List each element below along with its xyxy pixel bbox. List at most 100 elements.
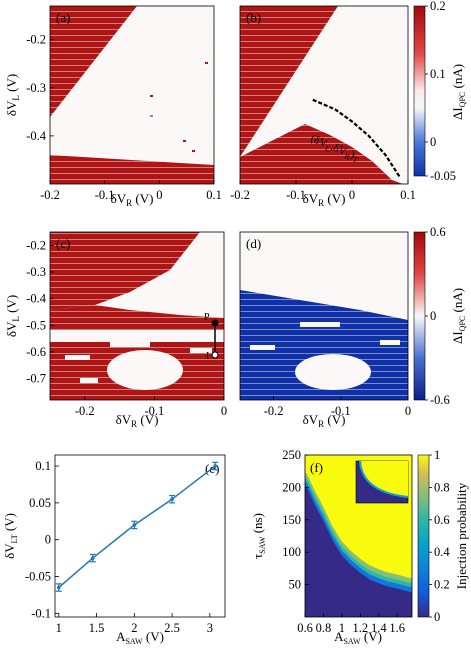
xlabel-c: δVR (V) bbox=[116, 412, 159, 429]
heatmap-a bbox=[50, 6, 214, 184]
ytick-label-c-5: -0.7 bbox=[26, 372, 46, 386]
xtick-label-a-3: 0.1 bbox=[206, 188, 222, 202]
ytick-label-e-1: 0.05 bbox=[29, 496, 51, 510]
cbtick-label-f-2: 0.6 bbox=[434, 513, 450, 527]
xtick-label-e-1: 1.5 bbox=[89, 621, 105, 635]
xtick-label-e-4: 3 bbox=[207, 621, 213, 635]
xtick-label-c-0: -0.2 bbox=[75, 404, 95, 418]
panel-label-f: (f) bbox=[310, 460, 323, 475]
heatmap-d-scanlines bbox=[240, 232, 408, 400]
ytick-label-f-2: 150 bbox=[282, 513, 301, 527]
series-e bbox=[55, 461, 219, 592]
axes-c-frame bbox=[49, 231, 225, 401]
marker-p-c bbox=[211, 319, 219, 327]
xtick-label-a-2: 0 bbox=[156, 188, 162, 202]
axes-e-frame bbox=[54, 454, 226, 618]
xtick-label-f-1: 0.8 bbox=[316, 621, 332, 635]
heatmap-f-low-region bbox=[305, 487, 412, 617]
colorbar-d-ticks: 0.6 0 -0.6 bbox=[425, 225, 450, 407]
xtick-label-d-2: 0 bbox=[405, 404, 411, 418]
xtick-label-f-5: 1.6 bbox=[389, 621, 405, 635]
panel-c: (c) P I -0.2 -0.1 0-0.2-0.3-0.4-0.5-0.6-0.… bbox=[4, 231, 227, 429]
xtick-label-a-0: -0.2 bbox=[40, 188, 60, 202]
ytick-label-c-4: -0.6 bbox=[26, 345, 46, 359]
point-e-0 bbox=[56, 585, 61, 590]
marker-p-label: P bbox=[204, 312, 210, 323]
axes-b-frame bbox=[239, 5, 409, 185]
heatmap-b bbox=[240, 6, 408, 184]
colorbar-b-ticks: 0.2 0.1 0 -0.05 bbox=[425, 0, 456, 183]
point-e-1 bbox=[90, 556, 95, 560]
heatmap-a-noise bbox=[150, 62, 208, 152]
xtick-label-d-0: -0.2 bbox=[264, 404, 284, 418]
cbtick-label-f-4: 0.2 bbox=[434, 578, 450, 592]
cbtick-label-b-3: -0.05 bbox=[430, 169, 456, 183]
heatmap-c-scanlines bbox=[50, 232, 224, 400]
xtick-label-c-1: -0.1 bbox=[145, 404, 165, 418]
heatmap-b-scanlines bbox=[240, 6, 408, 184]
panel-a: (a) -0.2 -0.1 0 0.1 -0.2 -0.3 -0.4 δVR (V) δVL… bbox=[4, 5, 222, 208]
cbtick-label-f-1: 0.8 bbox=[434, 480, 450, 494]
ytick-label-e-3: -0.05 bbox=[25, 570, 51, 584]
point-e-2 bbox=[132, 523, 137, 527]
xtick-label-f-2: 1 bbox=[339, 621, 345, 635]
ytick-label-a-1: -0.3 bbox=[26, 81, 46, 95]
inset-f-high-region bbox=[360, 461, 408, 497]
inset-f-edge bbox=[359, 460, 409, 498]
axes-c-ticks: -0.2 -0.1 0 -0.2 -0.3 -0.4 -0.5 -0.6 -0.7 bbox=[26, 238, 227, 418]
marker-i-label: I bbox=[206, 351, 209, 362]
panel-d: (d) -0.2 -0.1 0 δVR (V) 0.6 0 -0.6 ΔIQPC (nA… bbox=[239, 225, 467, 429]
point-e-3 bbox=[170, 497, 174, 501]
xtick-label-e-0: 1 bbox=[56, 621, 62, 635]
xtick-label-f-0: 0.6 bbox=[297, 621, 313, 635]
ylabel-c: δVL (V) bbox=[4, 295, 21, 337]
xlabel-d: δVR (V) bbox=[303, 412, 346, 429]
axes-b-ticks: -0.2 -0.1 0 0.1 bbox=[230, 180, 416, 202]
cbtick-label-f-3: 0.4 bbox=[434, 545, 450, 559]
xtick-label-f-3: 1.2 bbox=[353, 621, 369, 635]
panel-label-a: (a) bbox=[56, 10, 70, 25]
ytick-label-f-0: 250 bbox=[282, 448, 301, 462]
colorbar-f-ticks: 1 0.8 0.6 0.4 0.2 0 bbox=[429, 448, 450, 624]
panel-e: (e) 1 1.5 2 2.5 30.10.050-0.05-0.1 ASAW (V) … bbox=[2, 454, 226, 646]
cbtick-label-b-2: 0 bbox=[430, 135, 436, 149]
axes-f-ticks: 0.6 0.8 1 1.2 1.4 1.6 250 200 150 100 50 bbox=[282, 448, 405, 635]
ytick-label-c-3: -0.5 bbox=[26, 318, 46, 332]
ytick-label-e-4: -0.1 bbox=[31, 606, 51, 620]
heatmap-a-scanlines bbox=[50, 6, 214, 184]
markers-c: P I bbox=[204, 312, 219, 362]
ytick-label-c-2: -0.4 bbox=[26, 292, 47, 306]
axes-e-ticks: 1 1.5 2 2.5 3 0.1 0.05 0 -0.05 -0.1 bbox=[25, 459, 213, 635]
heatmap-d bbox=[240, 232, 408, 400]
xtick-label-b-2: 0 bbox=[349, 188, 355, 202]
ytick-label-e-2: 0 bbox=[45, 533, 51, 547]
panel-label-b: (b) bbox=[246, 10, 261, 25]
point-e-4 bbox=[213, 464, 217, 468]
cbtick-label-b-0: 0.2 bbox=[430, 0, 446, 13]
xtick-label-b-0: -0.2 bbox=[230, 188, 250, 202]
panel-b: (δVL,δVR)T (b) -0.2 -0.1 0 0.1 δVR (V) 0.20… bbox=[230, 0, 467, 208]
ytick-label-c-0: -0.2 bbox=[26, 238, 46, 252]
ytick-label-f-3: 100 bbox=[282, 545, 301, 559]
colorbar-b bbox=[413, 5, 426, 177]
xlabel-b: δVR (V) bbox=[303, 191, 346, 208]
inset-f bbox=[355, 460, 409, 504]
cbtick-label-f-5: 0 bbox=[434, 610, 440, 624]
colorbar-d-label: ΔIQPC (nA) bbox=[450, 288, 467, 344]
xtick-label-e-3: 2.5 bbox=[164, 621, 180, 635]
cbtick-label-b-1: 0.1 bbox=[430, 67, 446, 81]
cbtick-label-d-0: 0.6 bbox=[430, 225, 446, 239]
ytick-label-f-1: 200 bbox=[282, 480, 301, 494]
axes-a-ticks: -0.2 -0.1 0 0.1 -0.2 -0.3 -0.4 bbox=[26, 33, 222, 202]
marker-i-c bbox=[211, 351, 219, 359]
ylabel-a: δVL (V) bbox=[4, 74, 21, 116]
colorbar-b-label: ΔIQPC (nA) bbox=[450, 64, 467, 120]
cbtick-label-f-0: 1 bbox=[434, 448, 440, 462]
transition-line-b bbox=[312, 98, 401, 178]
axes-d-frame bbox=[239, 231, 409, 401]
ylabel-e: δVLT (V) bbox=[2, 513, 19, 559]
ytick-label-a-0: -0.2 bbox=[26, 33, 46, 47]
cbtick-label-d-2: -0.6 bbox=[430, 393, 450, 407]
axes-f-frame bbox=[304, 454, 413, 618]
